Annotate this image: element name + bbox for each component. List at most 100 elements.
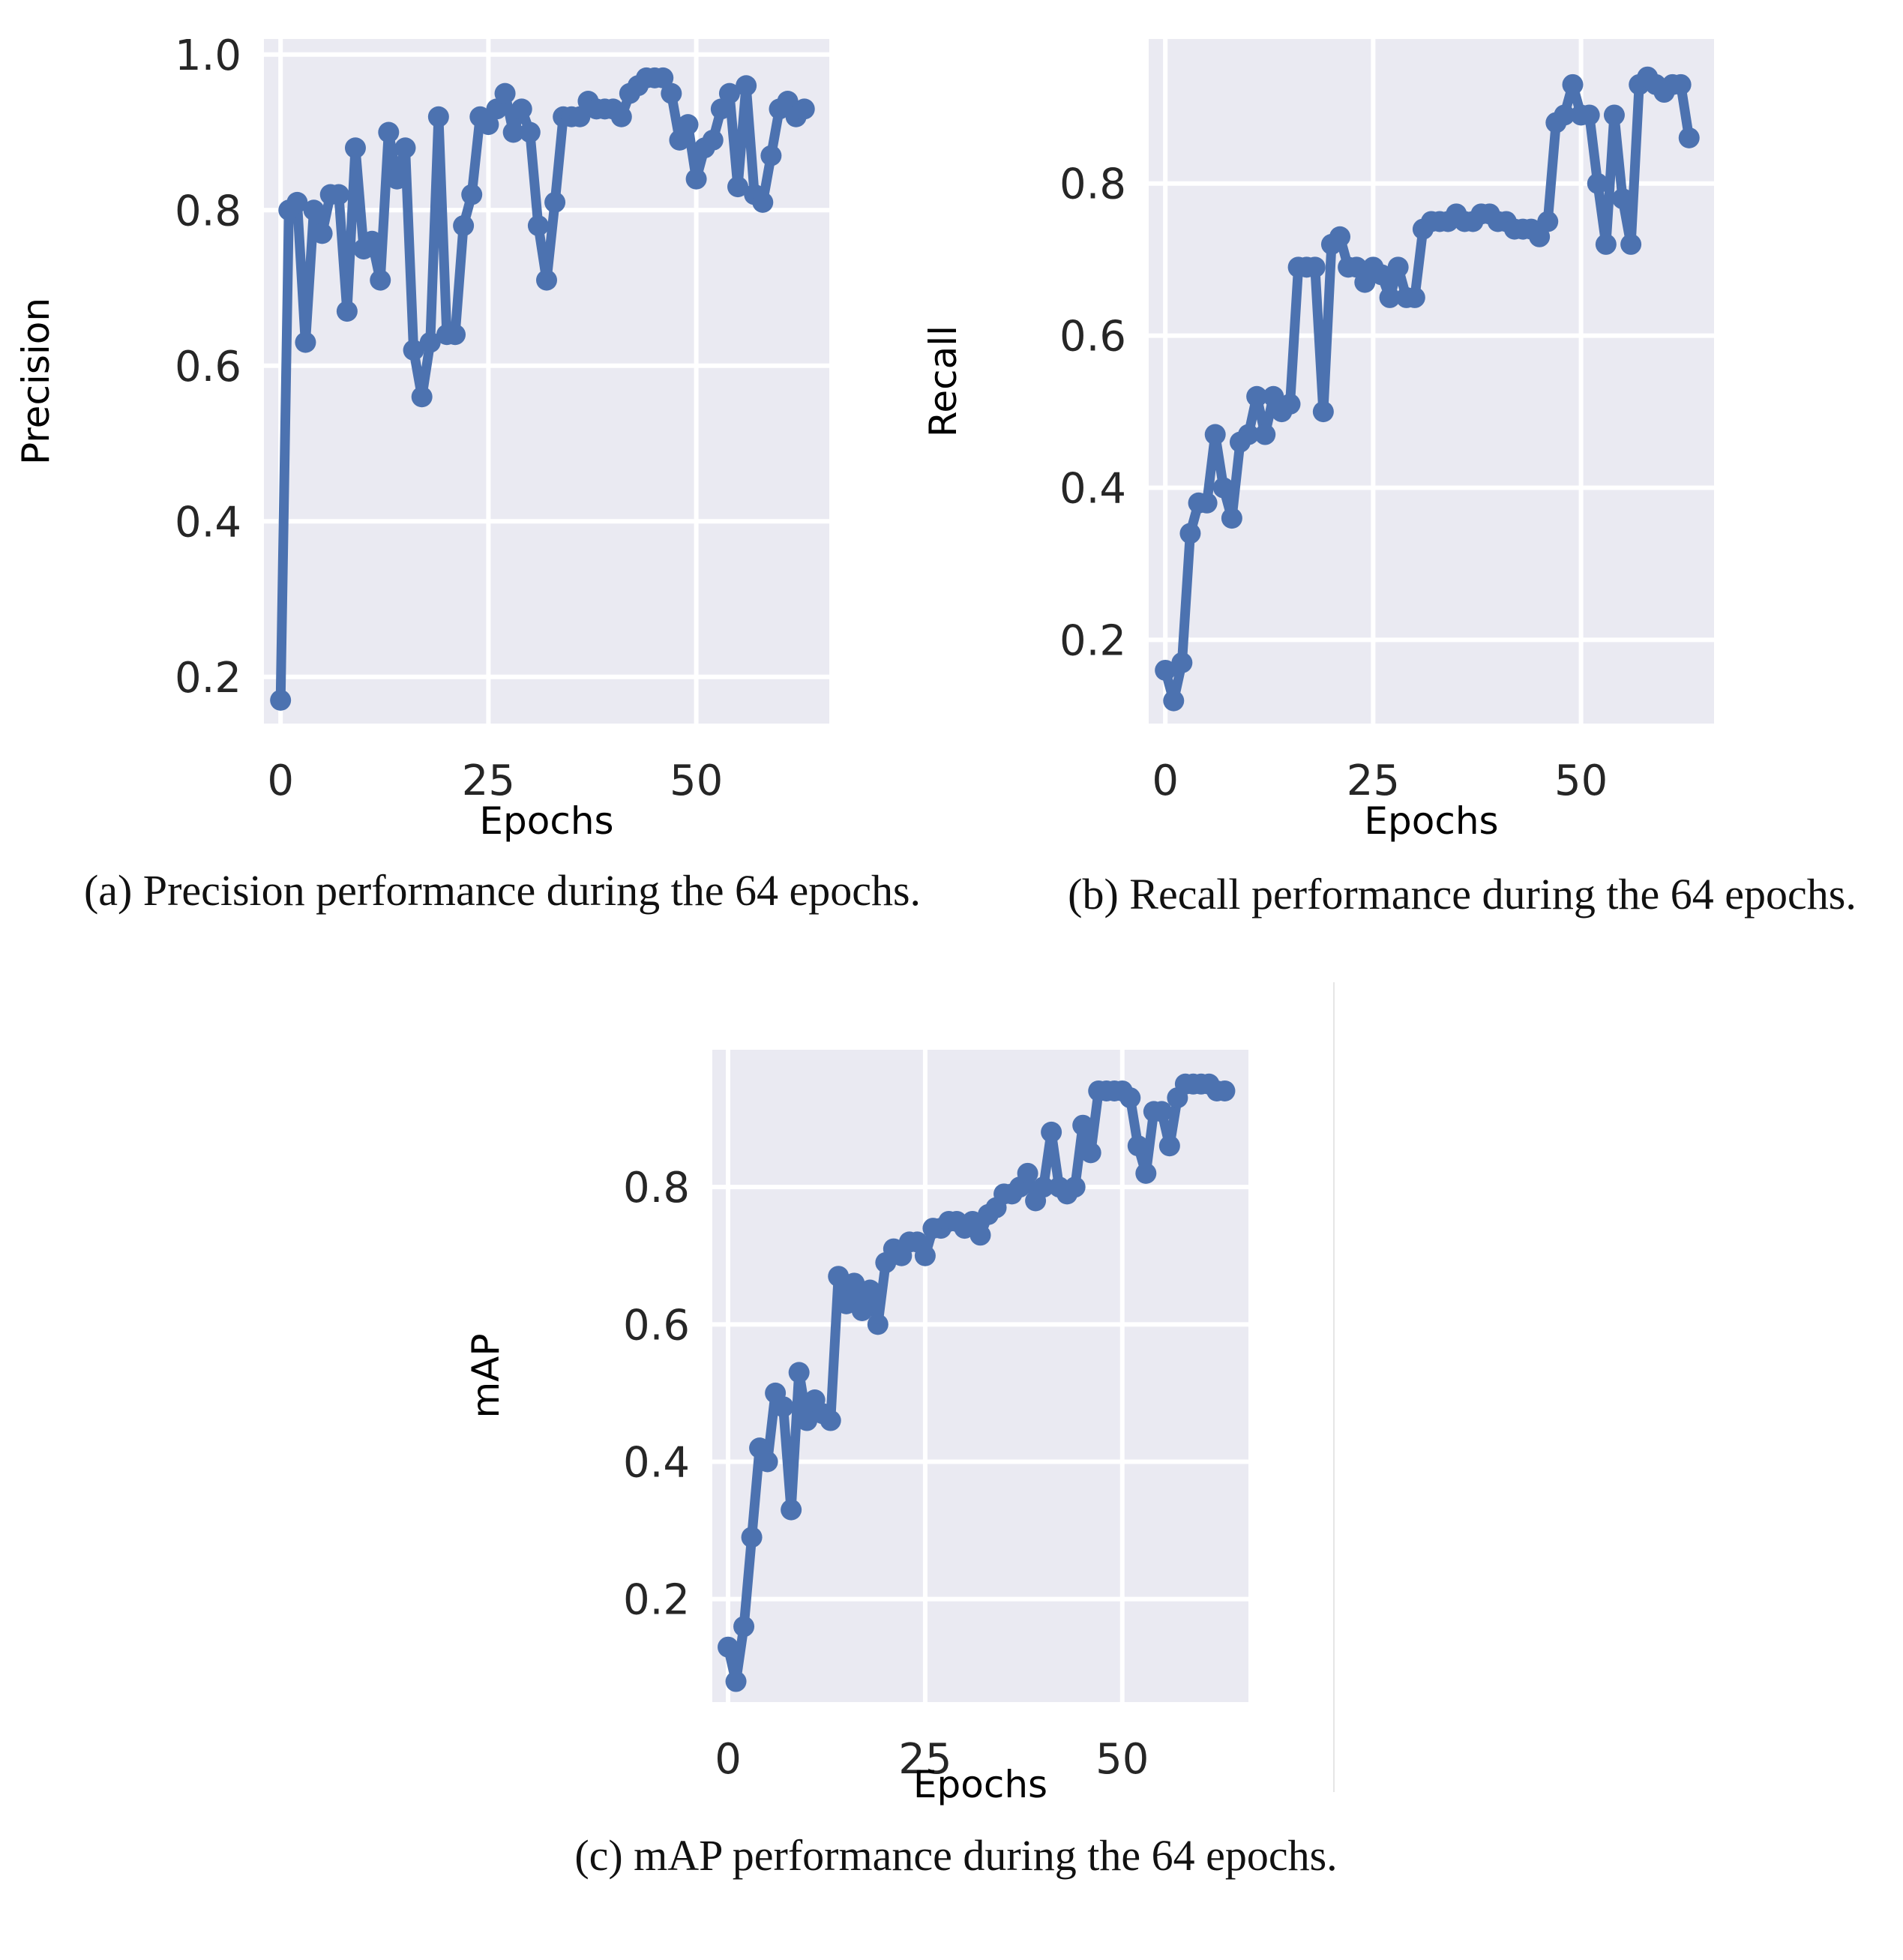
caption-map: (c) mAP performance during the 64 epochs… <box>574 1831 1338 1880</box>
y-tick-label: 0.2 <box>623 1576 690 1625</box>
data-point <box>677 114 699 136</box>
data-point <box>844 1272 865 1294</box>
y-tick-label: 0.2 <box>1059 616 1126 665</box>
data-point <box>781 1499 802 1521</box>
y-tick-label: 1.0 <box>175 31 241 80</box>
data-point <box>1404 286 1425 308</box>
data-point <box>394 137 416 159</box>
y-tick-label: 0.8 <box>1059 160 1126 209</box>
data-point <box>336 301 358 322</box>
data-point <box>1537 211 1559 232</box>
data-point <box>820 1410 841 1431</box>
data-point <box>1214 1080 1236 1101</box>
data-point <box>453 215 475 236</box>
data-point <box>511 98 532 120</box>
y-tick-label: 0.4 <box>623 1438 690 1487</box>
x-tick-label: 25 <box>462 757 515 805</box>
data-point <box>1171 652 1193 673</box>
data-point <box>536 269 557 291</box>
data-point <box>1603 104 1625 126</box>
data-point <box>1279 393 1301 415</box>
y-tick-label: 0.4 <box>175 498 241 547</box>
chart-recall: 0.2 0.4 0.6 0.8 0 25 50 Epochs Recall <box>922 39 1714 843</box>
data-point <box>828 1266 850 1287</box>
data-point <box>867 1314 889 1335</box>
data-point <box>295 331 316 353</box>
data-point <box>1080 1142 1101 1164</box>
y-tick-label: 0.6 <box>623 1301 690 1350</box>
data-point <box>1246 385 1268 407</box>
data-point <box>1196 492 1218 514</box>
data-point <box>1379 286 1401 308</box>
data-point <box>502 121 524 143</box>
data-point <box>1163 690 1185 712</box>
data-point <box>1072 1114 1094 1136</box>
data-point <box>914 1245 936 1266</box>
data-point <box>1595 233 1617 255</box>
x-tick-label: 50 <box>670 757 723 805</box>
data-point <box>1371 264 1392 286</box>
data-point <box>1678 127 1700 148</box>
chart-precision: 0.2 0.4 0.6 0.8 1.0 0 25 50 Epochs Precision <box>14 31 829 843</box>
y-tick-label: 0.6 <box>1059 313 1126 361</box>
data-point <box>461 184 483 205</box>
data-point <box>1017 1162 1038 1184</box>
data-point <box>796 1410 818 1431</box>
data-point <box>685 168 707 190</box>
data-point <box>757 1451 778 1473</box>
x-tick-label: 50 <box>1095 1735 1149 1784</box>
data-point <box>718 82 740 104</box>
data-point <box>1387 256 1409 278</box>
data-point <box>760 145 782 166</box>
data-point <box>419 331 441 353</box>
data-point <box>1670 73 1692 95</box>
data-point <box>725 1671 747 1692</box>
y-axis-label: Precision <box>14 298 58 465</box>
data-point <box>788 1362 810 1383</box>
data-point <box>752 191 774 213</box>
data-point <box>661 82 682 104</box>
data-point <box>370 269 391 291</box>
data-point <box>736 75 757 97</box>
data-point <box>403 340 424 361</box>
caption-recall: (b) Recall performance during the 64 epo… <box>1068 870 1857 919</box>
data-point <box>328 184 349 205</box>
data-point <box>527 215 549 236</box>
x-tick-label: 0 <box>267 757 294 805</box>
x-tick-label: 50 <box>1554 757 1608 805</box>
data-point <box>1329 226 1351 247</box>
data-point <box>361 230 383 252</box>
data-point <box>1155 659 1176 681</box>
data-point <box>1562 73 1584 95</box>
data-point <box>1578 104 1600 126</box>
data-point <box>411 386 433 408</box>
plot-area <box>1149 39 1714 724</box>
data-point <box>486 98 508 120</box>
data-point <box>727 176 749 198</box>
data-point <box>1032 1176 1054 1198</box>
data-point <box>669 129 691 151</box>
data-point <box>1612 188 1634 210</box>
caption-precision: (a) Precision performance during the 64 … <box>83 866 922 915</box>
data-point <box>1179 523 1201 544</box>
data-point <box>652 67 674 88</box>
x-tick-label: 25 <box>898 1735 952 1784</box>
data-point <box>1135 1162 1157 1184</box>
data-point <box>702 129 724 151</box>
y-tick-label: 0.2 <box>175 654 241 703</box>
data-point <box>344 137 366 159</box>
data-point <box>741 1527 763 1548</box>
data-point <box>544 191 566 213</box>
data-point <box>427 106 449 127</box>
data-point <box>494 82 516 104</box>
data-point <box>1587 172 1608 194</box>
data-point <box>311 223 333 244</box>
y-axis-label: Recall <box>922 325 965 437</box>
y-axis-label: mAP <box>464 1333 508 1418</box>
x-axis-label: Epochs <box>913 1763 1047 1806</box>
chart-map: 0.2 0.4 0.6 0.8 0 25 50 Epochs mAP <box>464 1050 1248 1806</box>
x-axis-label: Epochs <box>1364 799 1498 843</box>
data-point <box>718 1636 739 1658</box>
data-point <box>1304 256 1326 278</box>
